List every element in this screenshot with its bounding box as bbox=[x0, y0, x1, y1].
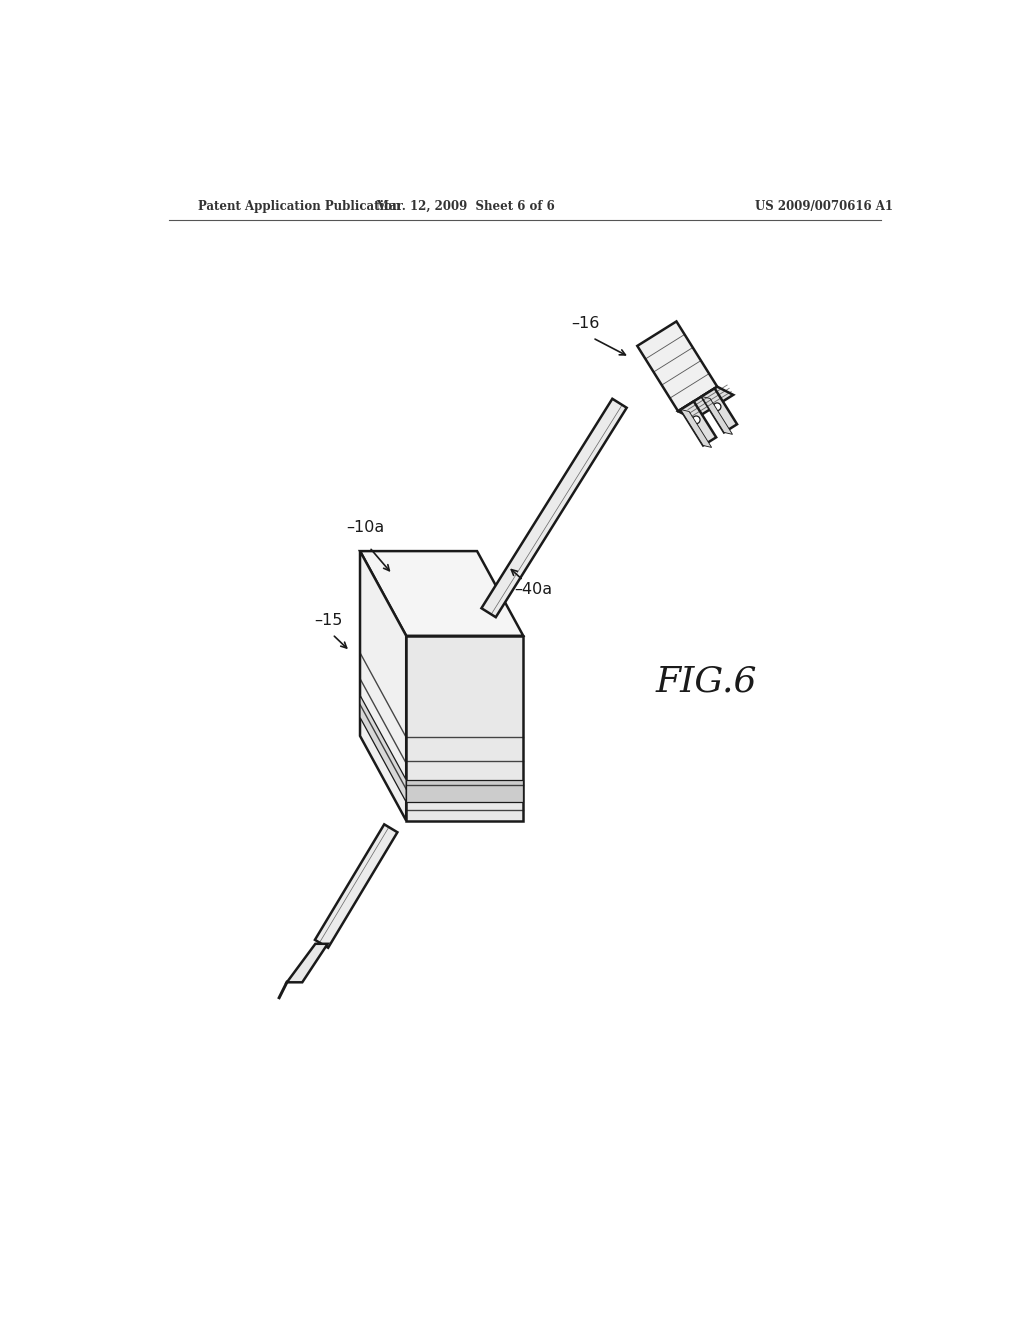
Polygon shape bbox=[315, 824, 397, 948]
Polygon shape bbox=[360, 552, 407, 821]
Polygon shape bbox=[481, 399, 627, 618]
Text: –40a: –40a bbox=[514, 582, 552, 597]
Polygon shape bbox=[681, 409, 712, 447]
Polygon shape bbox=[701, 396, 732, 434]
Polygon shape bbox=[360, 696, 407, 803]
Polygon shape bbox=[681, 401, 716, 445]
Polygon shape bbox=[678, 387, 733, 420]
Circle shape bbox=[692, 416, 700, 424]
Polygon shape bbox=[407, 636, 523, 821]
Text: –10a: –10a bbox=[346, 520, 384, 536]
Polygon shape bbox=[407, 780, 523, 803]
Text: US 2009/0070616 A1: US 2009/0070616 A1 bbox=[755, 199, 893, 213]
Text: Patent Application Publication: Patent Application Publication bbox=[199, 199, 400, 213]
Circle shape bbox=[714, 403, 721, 411]
Text: Mar. 12, 2009  Sheet 6 of 6: Mar. 12, 2009 Sheet 6 of 6 bbox=[376, 199, 555, 213]
Polygon shape bbox=[701, 388, 737, 433]
Polygon shape bbox=[637, 321, 717, 412]
Text: FIG.6: FIG.6 bbox=[655, 665, 758, 700]
Text: –15: –15 bbox=[313, 612, 342, 628]
Polygon shape bbox=[287, 944, 328, 982]
Polygon shape bbox=[360, 552, 523, 636]
Text: –16: –16 bbox=[571, 317, 599, 331]
